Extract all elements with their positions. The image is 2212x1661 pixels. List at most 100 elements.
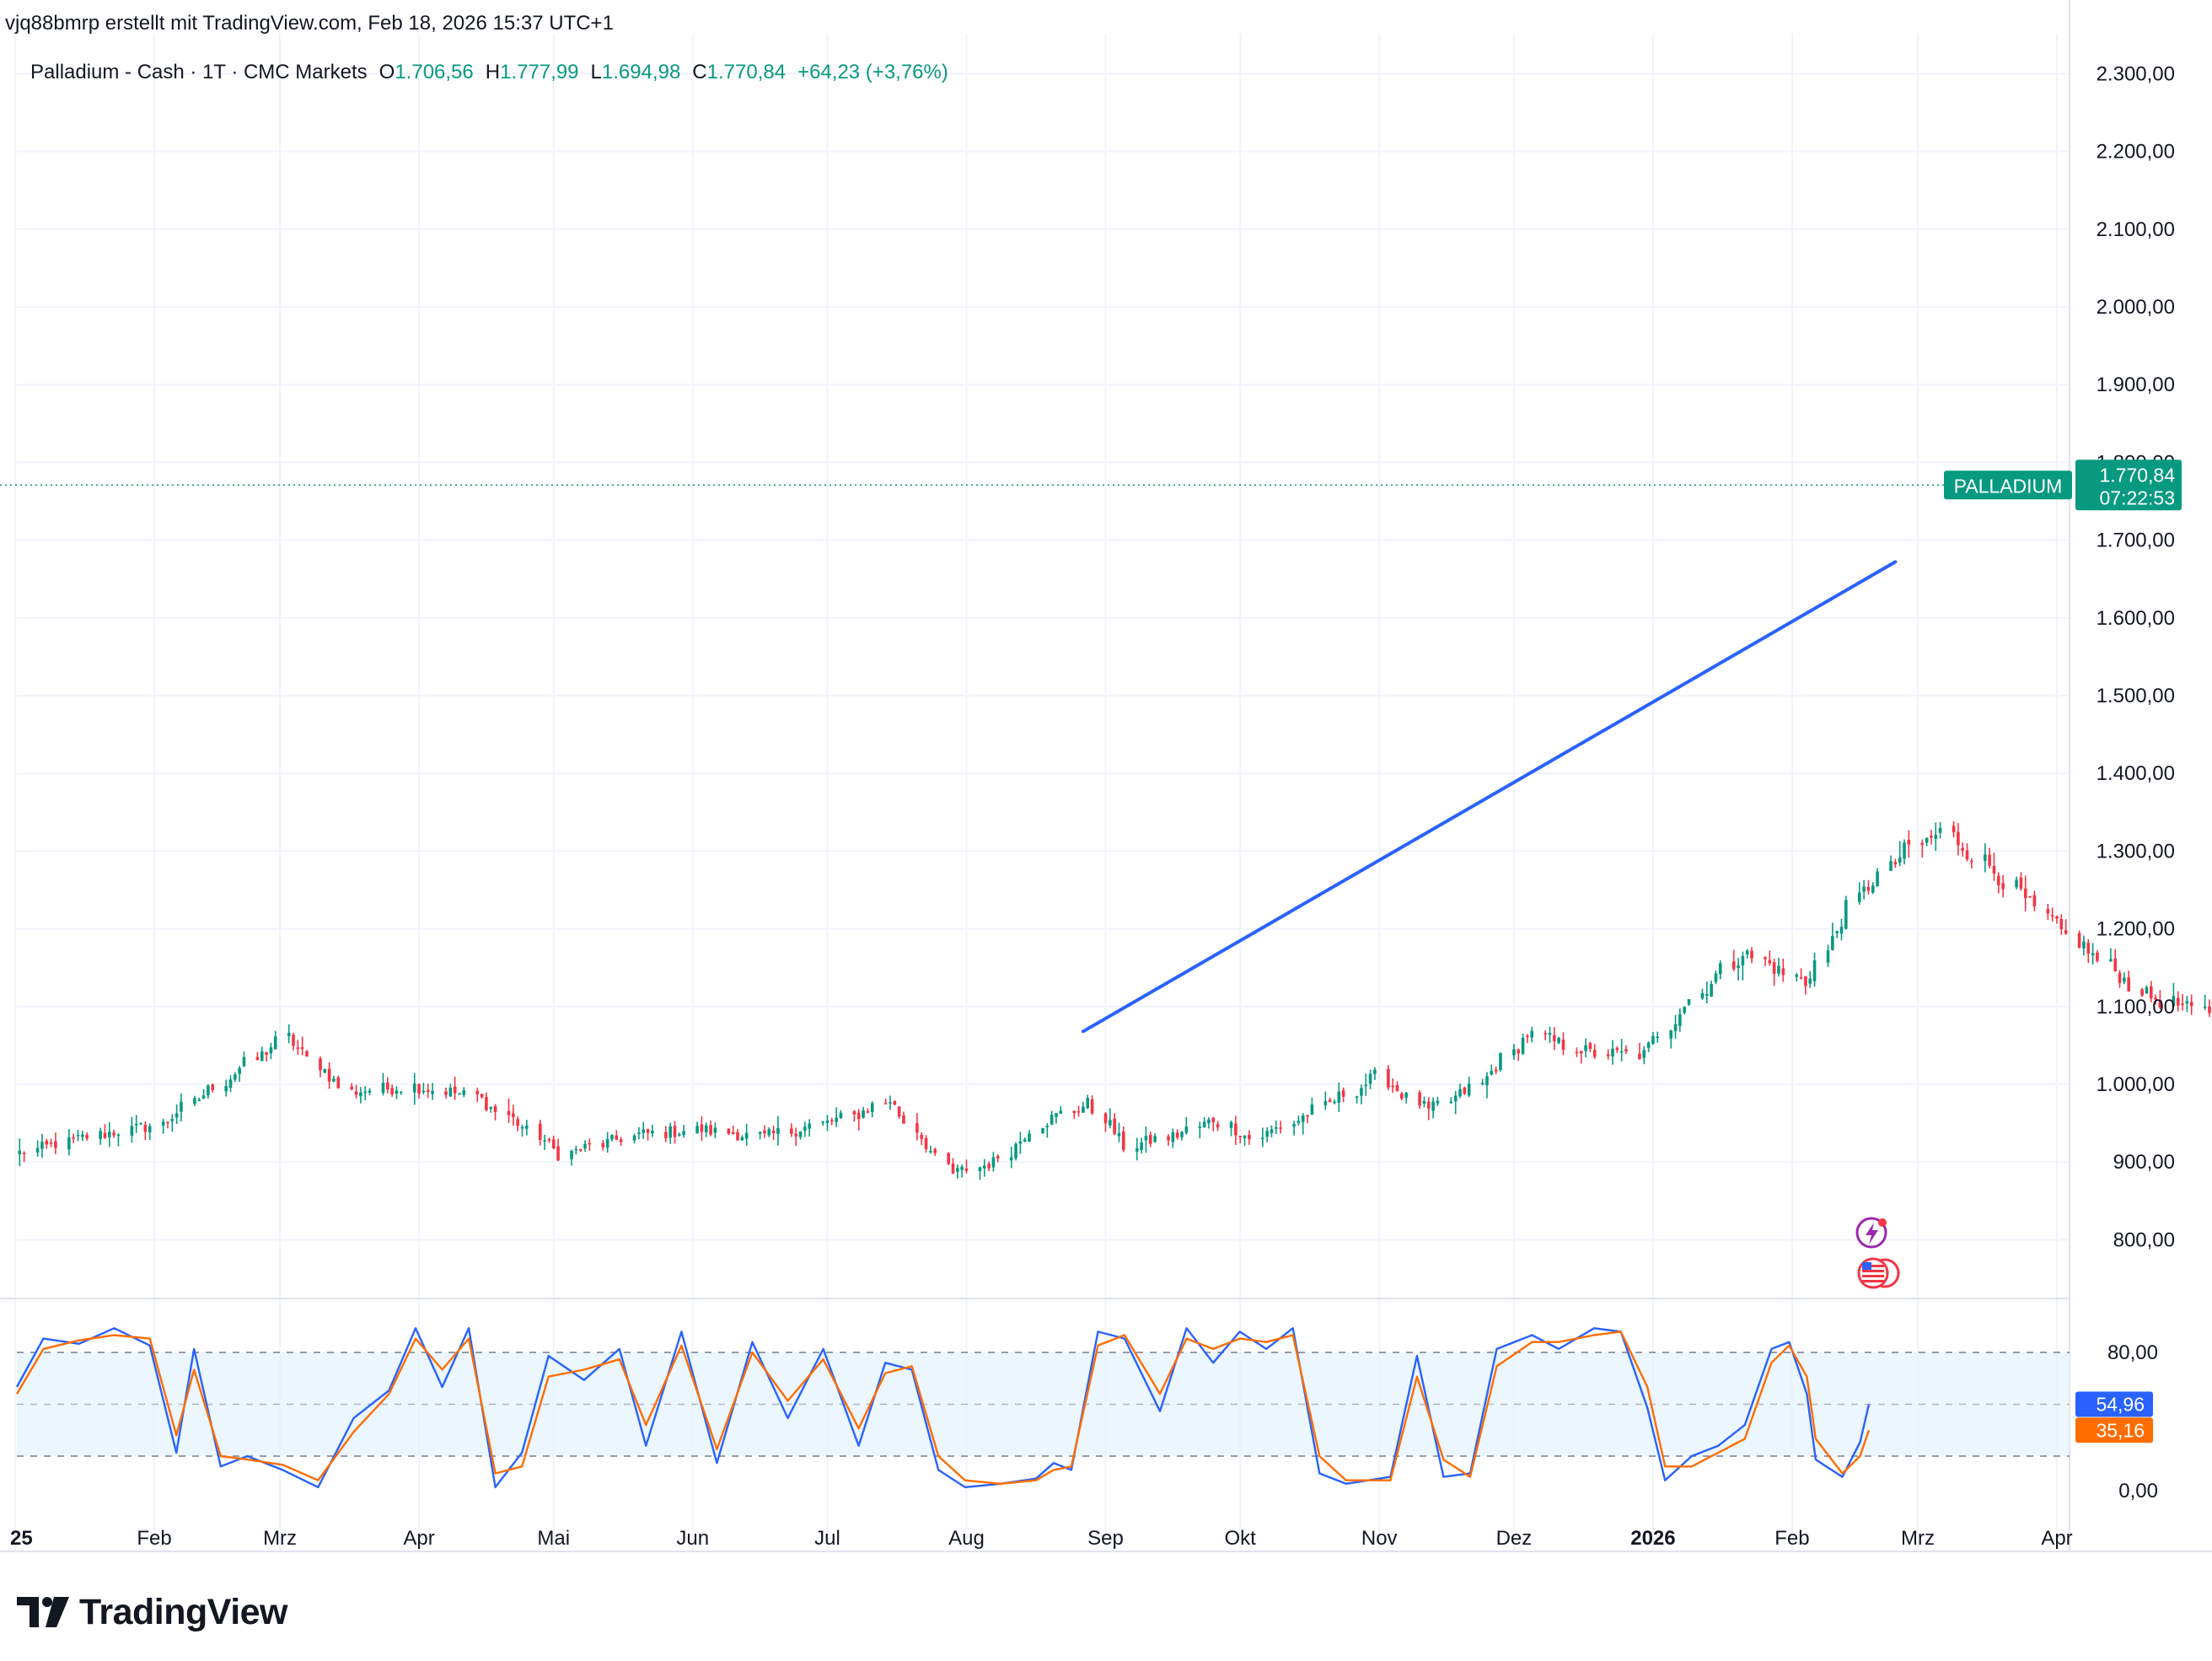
candle-body: [1646, 1042, 1651, 1048]
candle: [485, 1092, 488, 1112]
candle-body: [85, 1135, 89, 1139]
candle: [1103, 1111, 1108, 1132]
candle-body: [767, 1129, 771, 1136]
candle-body: [421, 1090, 426, 1093]
candle-body: [1517, 1049, 1521, 1054]
candle: [417, 1083, 421, 1099]
candle-body: [516, 1119, 519, 1126]
candle: [139, 1122, 142, 1126]
candle-body: [664, 1132, 668, 1138]
candle-body: [1135, 1148, 1139, 1152]
candle-body: [2046, 909, 2050, 914]
candle-body: [740, 1137, 744, 1141]
candle-body: [2015, 879, 2018, 888]
candle-body: [1301, 1115, 1305, 1122]
candle: [1045, 1123, 1050, 1138]
candle-body: [794, 1133, 798, 1137]
candle-body: [1737, 965, 1740, 969]
candle-body: [1023, 1139, 1027, 1142]
candle: [1076, 1105, 1081, 1117]
candle: [1072, 1110, 1076, 1119]
candle-body: [1458, 1089, 1462, 1097]
candle-body: [601, 1142, 605, 1148]
candle-body: [493, 1105, 497, 1113]
candle-body: [1561, 1039, 1565, 1051]
candle: [1238, 1136, 1242, 1144]
candle-body: [139, 1123, 142, 1125]
candle-body: [170, 1119, 174, 1121]
candle: [1678, 1008, 1682, 1032]
candle-body: [1808, 978, 1812, 984]
candle: [1453, 1090, 1458, 1115]
candle: [2086, 938, 2091, 964]
candle: [448, 1083, 453, 1098]
candle-body: [731, 1132, 735, 1135]
candle-body: [1777, 965, 1780, 974]
candle-body: [695, 1126, 699, 1134]
candle: [134, 1115, 138, 1133]
candle: [1274, 1120, 1278, 1134]
candle-body: [1113, 1118, 1116, 1135]
candle: [2149, 981, 2153, 1003]
price-tag-countdown: 07:22:53: [2099, 486, 2175, 508]
price-tick-label: 1.500,00: [2097, 685, 2175, 707]
candle-body: [830, 1120, 834, 1122]
candle: [76, 1130, 80, 1142]
symbol-tag-label: PALLADIUM: [1954, 475, 2063, 497]
candle-body: [1292, 1124, 1296, 1127]
candle-body: [1055, 1113, 1058, 1117]
candle: [99, 1127, 102, 1145]
candle-body: [924, 1137, 928, 1149]
candle: [81, 1131, 84, 1142]
tradingview-logo[interactable]: TradingView: [17, 1587, 288, 1637]
time-axis[interactable]: 25 Feb Mrz Apr Mai Jun Jul Aug Sep Okt Nov Dez 2026 F…: [10, 1527, 2073, 1550]
candle: [1023, 1137, 1027, 1142]
candle-body: [1103, 1113, 1108, 1124]
candle-body: [292, 1035, 295, 1046]
candle-body: [300, 1047, 304, 1050]
candle-body: [1122, 1131, 1125, 1150]
legend-high: 1.777,99: [500, 61, 579, 83]
candle-body: [2096, 952, 2099, 961]
notification-dot-icon: [1878, 1218, 1887, 1227]
candle: [224, 1079, 228, 1097]
price-axis[interactable]: 2.300,00 2.200,00 2.100,00 2.000,00 1.900,00…: [1944, 62, 2182, 1502]
candle-body: [174, 1113, 179, 1118]
candle: [238, 1066, 241, 1083]
candle-body: [201, 1095, 206, 1099]
candle: [35, 1140, 40, 1157]
candle: [1082, 1101, 1085, 1113]
time-tick-label: Apr: [2041, 1527, 2072, 1550]
candle-body: [134, 1123, 138, 1126]
candle: [300, 1036, 304, 1056]
candle-body: [1494, 1069, 1498, 1072]
candle-body: [704, 1125, 708, 1132]
legend-open: 1.706,56: [395, 61, 474, 83]
candle: [359, 1087, 362, 1104]
candle: [180, 1093, 183, 1121]
candle-body: [296, 1047, 300, 1049]
candle: [695, 1121, 699, 1134]
candle: [170, 1114, 174, 1132]
candle-body: [556, 1146, 560, 1161]
candle-body: [1871, 885, 1875, 893]
candle: [1718, 960, 1722, 980]
candle-body: [1866, 886, 1871, 891]
candle-body: [273, 1036, 277, 1050]
candle: [987, 1161, 991, 1172]
candle-body: [1009, 1157, 1013, 1161]
candle-body: [1207, 1119, 1211, 1124]
candle: [642, 1121, 646, 1139]
candle: [1184, 1116, 1189, 1135]
candle: [632, 1133, 636, 1144]
candle-body: [1553, 1035, 1556, 1041]
candle-body: [1642, 1050, 1646, 1058]
candle: [193, 1095, 196, 1106]
candle-body: [1678, 1014, 1682, 1026]
candle-body: [1045, 1126, 1050, 1127]
candle-body: [255, 1056, 260, 1061]
candle-body: [1431, 1101, 1435, 1111]
candle-body: [45, 1141, 49, 1145]
candle: [287, 1024, 291, 1044]
